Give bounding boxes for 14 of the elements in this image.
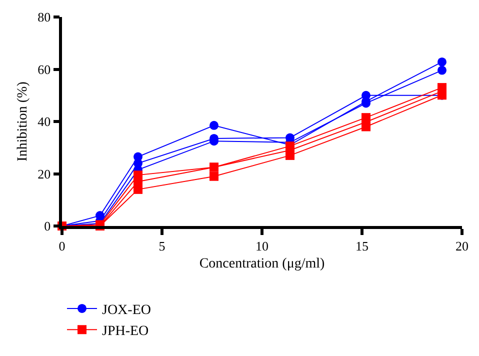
y-tick-label: 40 bbox=[38, 114, 51, 130]
x-tick-label: 15 bbox=[356, 238, 368, 254]
x-tick-label: 0 bbox=[58, 238, 66, 254]
y-tick-label: 0 bbox=[44, 218, 51, 234]
legend-label: JPH-EO bbox=[102, 324, 149, 340]
legend-label: JOX-EO bbox=[102, 302, 151, 318]
y-axis-title: Inhibition (%) bbox=[15, 81, 30, 162]
y-tick-label: 20 bbox=[38, 166, 51, 182]
x-axis-title: Concentration (μg/ml) bbox=[199, 256, 325, 272]
x-tick-label: 10 bbox=[256, 238, 268, 254]
y-tick-label: 60 bbox=[38, 62, 51, 77]
x-tick-label: 5 bbox=[158, 238, 166, 254]
y-tick-label: 80 bbox=[38, 10, 51, 25]
x-tick-label: 20 bbox=[456, 238, 468, 254]
